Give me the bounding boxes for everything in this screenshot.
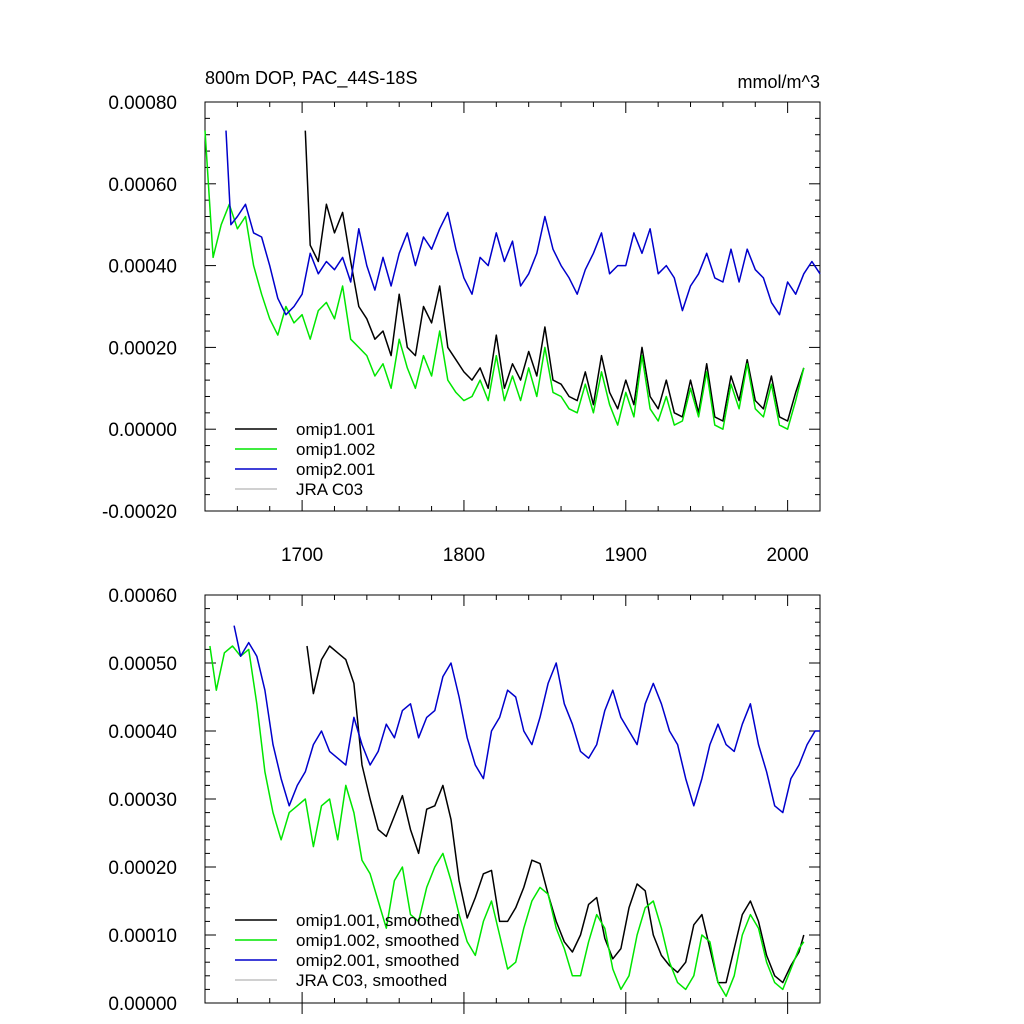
units-label: mmol/m^3 — [738, 72, 820, 92]
legend-label: omip1.001, smoothed — [296, 911, 460, 930]
plot-border — [204, 101, 821, 512]
x-tick-label: 1900 — [605, 545, 647, 566]
y-tick-label: 0.00010 — [108, 926, 177, 947]
bottom-chart-panel: 0.00000 0.00010 0.00020 0.00030 0.00040 0.000… — [108, 586, 821, 1015]
y-tick-labels: 0.00000 0.00010 0.00020 0.00030 0.00040 0.000… — [108, 586, 177, 1015]
plot-frame — [204, 101, 821, 512]
x-tick-label: 2000 — [766, 545, 808, 566]
x-tick-label: 1700 — [281, 545, 323, 566]
chart-title: 800m DOP, PAC_44S-18S — [205, 68, 417, 89]
x-tick-labels: 1700 1800 1900 2000 — [281, 545, 809, 566]
y-tick-label: 0.00040 — [108, 722, 177, 743]
legend-label: omip2.001 — [296, 460, 375, 479]
series-group — [204, 130, 821, 430]
series-line-omip2-001 — [225, 130, 821, 316]
y-tick-label: -0.00020 — [102, 502, 177, 523]
legend-label: omip1.001 — [296, 420, 375, 439]
top-chart-panel: 800m DOP, PAC_44S-18S mmol/m^3 -0.00020 0… — [102, 68, 821, 566]
y-tick-label: 0.00000 — [108, 994, 177, 1015]
x-tick-label: 1800 — [443, 545, 485, 566]
y-tick-label: 0.00050 — [108, 654, 177, 675]
series-line-omip2-001-smoothed — [233, 625, 820, 814]
axis-ticks — [204, 101, 821, 512]
series-line-omip1-002 — [204, 130, 805, 430]
y-tick-label: 0.00080 — [108, 93, 177, 114]
legend-label: omip2.001, smoothed — [296, 951, 460, 970]
y-tick-label: 0.00030 — [108, 790, 177, 811]
legend-label: omip1.002 — [296, 440, 375, 459]
y-tick-label: 0.00060 — [108, 175, 177, 196]
y-tick-label: 0.00000 — [108, 420, 177, 441]
series-group — [209, 625, 820, 997]
legend-label: JRA C03, smoothed — [296, 971, 447, 990]
y-tick-label: 0.00060 — [108, 586, 177, 607]
legend-label: JRA C03 — [296, 480, 363, 499]
series-line-omip1-001 — [304, 130, 805, 422]
y-tick-label: 0.00040 — [108, 257, 177, 278]
series-line-omip1-002-smoothed — [209, 645, 805, 997]
legend-label: omip1.002, smoothed — [296, 931, 460, 950]
y-tick-labels: -0.00020 0.00000 0.00020 0.00040 0.00060 0.00… — [102, 93, 177, 523]
y-tick-label: 0.00020 — [108, 338, 177, 359]
series-line-omip1-001-smoothed — [306, 645, 805, 984]
y-tick-label: 0.00020 — [108, 858, 177, 879]
